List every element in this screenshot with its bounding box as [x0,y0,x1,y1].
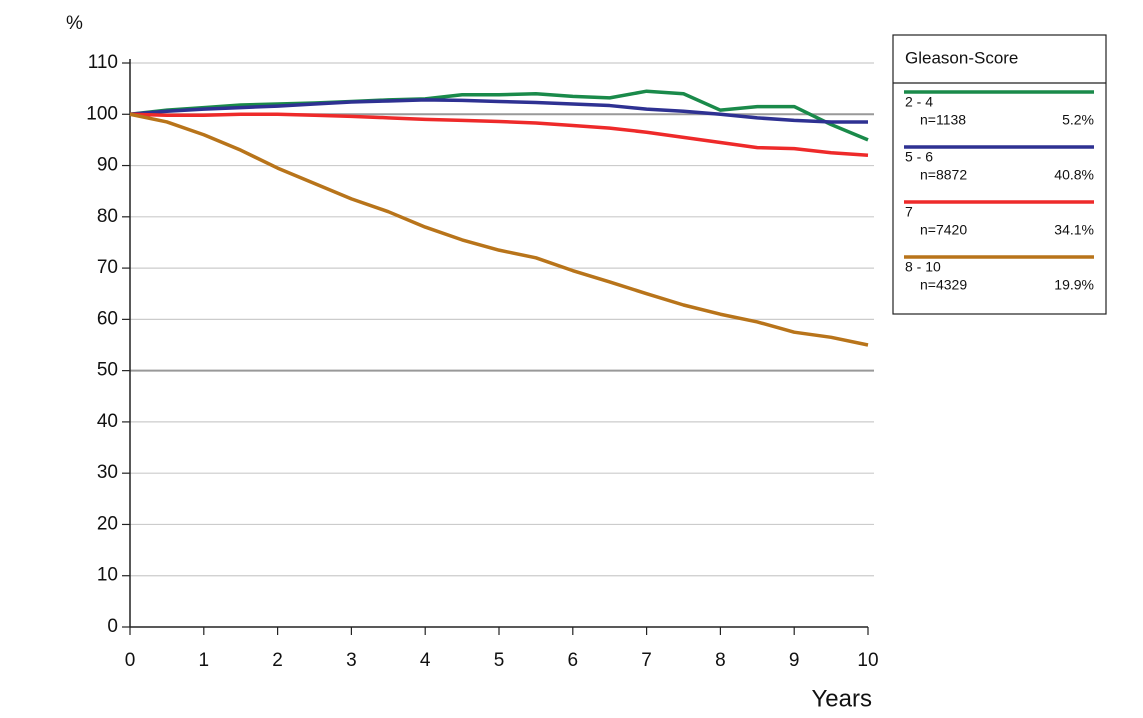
y-tick-label: 100 [86,103,118,124]
x-tick-label: 7 [641,650,652,671]
y-tick-label: 40 [97,411,118,432]
y-tick-label: 0 [107,616,118,637]
x-tick-label: 9 [789,650,800,671]
y-axis-label: % [66,13,83,34]
x-tick-label: 4 [420,650,431,671]
legend-name: 7 [905,204,913,220]
legend-share: 5.2% [1062,112,1094,128]
x-tick-label: 0 [125,650,136,671]
x-tick-label: 10 [857,650,878,671]
legend-share: 19.9% [1054,277,1094,293]
y-tick-label: 10 [97,565,118,586]
legend-title: Gleason-Score [905,48,1018,67]
x-tick-label: 6 [568,650,579,671]
legend-n: n=1138 [920,112,966,128]
y-tick-label: 50 [97,360,118,381]
line-series [129,89,869,142]
legend-n: n=8872 [920,167,967,183]
x-tick-label: 1 [199,650,210,671]
y-tick-label: 30 [97,462,118,483]
legend-name: 8 - 10 [905,259,941,275]
legend-box [892,34,1107,315]
y-tick-label: 60 [97,308,118,329]
y-tick-label: 110 [88,52,118,73]
line-series [129,98,868,124]
legend-share: 34.1% [1054,222,1094,238]
legend-n: n=7420 [920,222,967,238]
legend-name: 2 - 4 [905,94,933,110]
x-axis-label: Years [812,685,873,712]
y-tick-label: 20 [97,513,118,534]
y-tick-label: 80 [97,206,118,227]
x-tick-label: 3 [346,650,357,671]
y-tick-label: 90 [97,155,118,176]
y-tick-label: 70 [97,257,118,278]
x-tick-label: 5 [494,650,505,671]
legend-share: 40.8% [1054,167,1094,183]
legend-n: n=4329 [920,277,967,293]
x-tick-label: 2 [272,650,283,671]
x-tick-label: 8 [715,650,726,671]
line-series [129,112,869,158]
line-series [129,112,869,347]
legend-name: 5 - 6 [905,149,933,165]
